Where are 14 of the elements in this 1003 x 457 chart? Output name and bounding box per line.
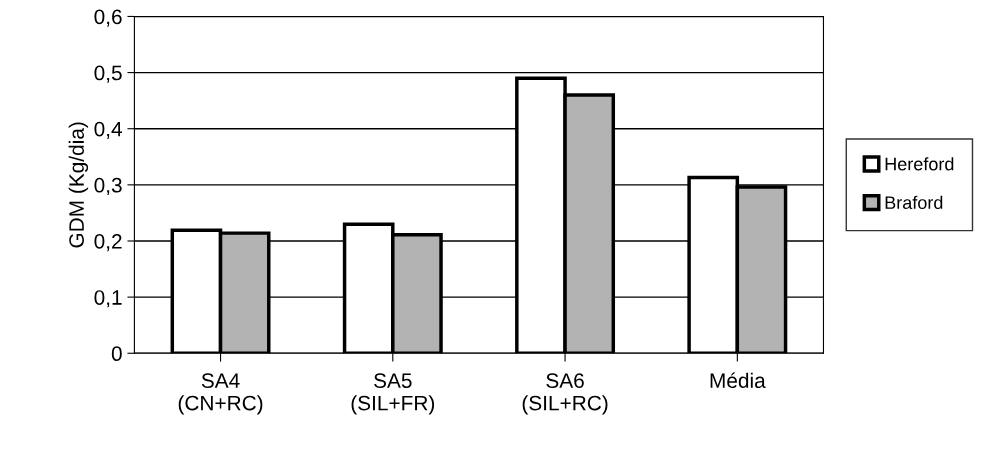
y-tick-label: 0,3	[94, 177, 122, 196]
y-tick-label: 0,6	[94, 9, 122, 27]
y-axis-title: GDM (Kg/dia)	[68, 122, 89, 248]
y-tick-label: 0,2	[94, 233, 122, 252]
legend-label: Hereford	[885, 157, 954, 171]
y-tick-label: 0	[111, 346, 122, 362]
legend-label: Braford	[885, 195, 943, 210]
y-tick-label: 0,5	[94, 65, 122, 83]
x-tick-label: Média	[710, 372, 766, 389]
x-tick-label: SA5 (SIL+FR)	[351, 373, 435, 415]
y-tick-label: 0,1	[94, 290, 122, 308]
y-tick-label: 0,4	[94, 121, 122, 139]
x-tick-label: SA6 (SIL+RC)	[522, 373, 608, 415]
x-tick-label: SA4 (CN+RC)	[178, 373, 263, 415]
